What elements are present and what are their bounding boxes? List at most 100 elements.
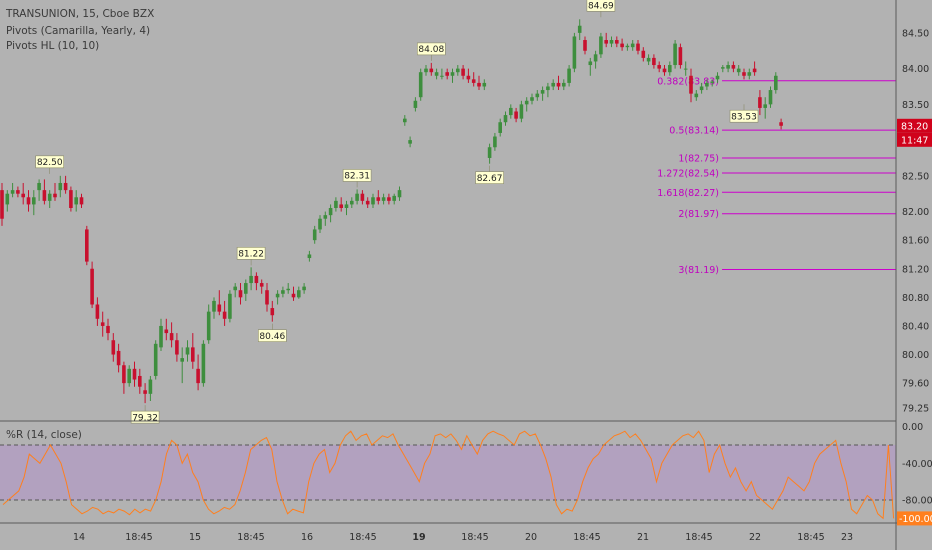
candle-50 — [265, 283, 269, 312]
candle-145 — [768, 86, 773, 108]
svg-text:84.08: 84.08 — [418, 45, 444, 55]
svg-text:-100.00: -100.00 — [899, 514, 932, 525]
candle-138 — [731, 61, 736, 73]
hl-label-3: 80.46 — [257, 323, 287, 342]
candle-37 — [196, 354, 200, 391]
hl-label-4: 82.31 — [342, 169, 372, 188]
candle-113 — [599, 32, 603, 58]
candle-142 — [752, 61, 757, 76]
candle-124 — [657, 61, 661, 73]
candle-6 — [32, 190, 36, 216]
svg-text:82.50: 82.50 — [37, 158, 63, 168]
candle-110 — [583, 36, 587, 55]
countdown-tag: 11:47 — [897, 132, 932, 147]
candle-135 — [715, 72, 720, 83]
candle-14 — [74, 190, 78, 212]
osc-tick-0: 0.00 — [902, 422, 923, 433]
svg-text:82.67: 82.67 — [477, 174, 503, 184]
hl-label-6: 82.67 — [475, 165, 504, 184]
time-label-11: 18:45 — [685, 532, 712, 543]
time-label-13: 18:45 — [797, 532, 824, 543]
hl-label-2: 81.22 — [236, 247, 266, 266]
candle-146 — [774, 72, 778, 94]
candle-100 — [530, 93, 534, 105]
candle-82 — [434, 68, 439, 80]
svg-text:83.53: 83.53 — [731, 112, 757, 122]
pivot-lines: 0.382(83.83) 0.5(83.14) 1(82.75) 1.272(82.5… — [657, 76, 896, 276]
candle-55 — [291, 286, 296, 301]
candle-76 — [403, 115, 407, 126]
candle-115 — [609, 36, 614, 48]
candle-3 — [16, 186, 20, 198]
candle-133 — [705, 79, 709, 91]
candle-101 — [535, 90, 540, 101]
candle-94 — [498, 118, 502, 137]
williams-r-line — [2, 430, 895, 520]
candle-30 — [159, 318, 163, 351]
candle-48 — [254, 272, 259, 291]
price-tick-2: 83.50 — [902, 100, 929, 111]
candle-107 — [567, 65, 571, 87]
oscillator-band — [0, 444, 896, 501]
price-tick-8: 80.80 — [902, 293, 929, 304]
indicator-legend-pivots-hl[interactable]: Pivots HL (10, 10) — [6, 40, 99, 52]
hl-label-7: 84.69 — [586, 0, 616, 18]
candle-17 — [90, 261, 94, 309]
candle-81 — [429, 62, 434, 76]
candle-70 — [371, 193, 375, 208]
price-tick-5: 82.00 — [902, 207, 929, 218]
time-label-2: 15 — [189, 532, 201, 543]
price-tick-10: 80.00 — [902, 350, 929, 361]
candle-73 — [387, 193, 391, 205]
candle-116 — [615, 36, 619, 48]
candle-26 — [138, 368, 142, 394]
candle-29 — [153, 340, 158, 380]
chart-title: TRANSUNION, 15, Cboe BZX — [5, 8, 154, 20]
time-axis[interactable]: 14 18:45 15 18:45 16 18:45 19 18:45 20 18:45 21 18:… — [73, 532, 853, 543]
pivot-label-2: 1(82.75) — [678, 153, 719, 164]
pivot-label-3: 1.272(82.54) — [657, 168, 719, 179]
pivot-label-5: 2(81.97) — [678, 209, 719, 220]
candle-108 — [572, 32, 577, 73]
candle-123 — [652, 54, 656, 69]
candle-89 — [471, 72, 476, 87]
osc-tick-2: -80.00 — [902, 496, 932, 507]
candle-105 — [556, 75, 561, 91]
candle-139 — [736, 65, 741, 76]
candle-58 — [307, 250, 312, 262]
time-label-9: 18:45 — [573, 532, 600, 543]
candle-85 — [450, 68, 455, 83]
candle-25 — [132, 361, 137, 387]
candle-56 — [297, 286, 301, 299]
candle-95 — [503, 111, 508, 126]
time-label-0: 14 — [73, 532, 85, 543]
candle-21 — [111, 333, 116, 362]
candle-122 — [646, 54, 651, 66]
oscillator-axis[interactable]: 0.00 -40.00 -80.00 — [902, 422, 932, 506]
candle-71 — [376, 190, 381, 205]
candle-64 — [339, 197, 343, 212]
time-label-12: 22 — [749, 532, 761, 543]
candle-23 — [122, 361, 126, 394]
candle-74 — [392, 193, 396, 205]
candle-11 — [58, 175, 63, 198]
price-tick-11: 79.60 — [902, 379, 929, 390]
candle-42 — [222, 300, 227, 326]
indicator-legend-camarilla[interactable]: Pivots (Camarilla, Yearly, 4) — [6, 25, 150, 37]
candle-120 — [636, 40, 640, 55]
williams-r-panel — [0, 430, 896, 520]
candle-36 — [191, 333, 195, 369]
candle-13 — [69, 186, 73, 212]
candle-44 — [233, 283, 237, 298]
time-label-3: 18:45 — [237, 532, 264, 543]
oscillator-legend[interactable]: %R (14, close) — [6, 429, 82, 441]
candle-53 — [281, 286, 285, 298]
candle-52 — [275, 290, 280, 305]
candle-104 — [551, 79, 555, 91]
candle-22 — [116, 343, 121, 373]
price-tick-0: 84.50 — [902, 28, 929, 39]
candle-129 — [683, 61, 688, 76]
candle-33 — [175, 333, 179, 362]
pivot-label-4: 1.618(82.27) — [657, 188, 719, 199]
